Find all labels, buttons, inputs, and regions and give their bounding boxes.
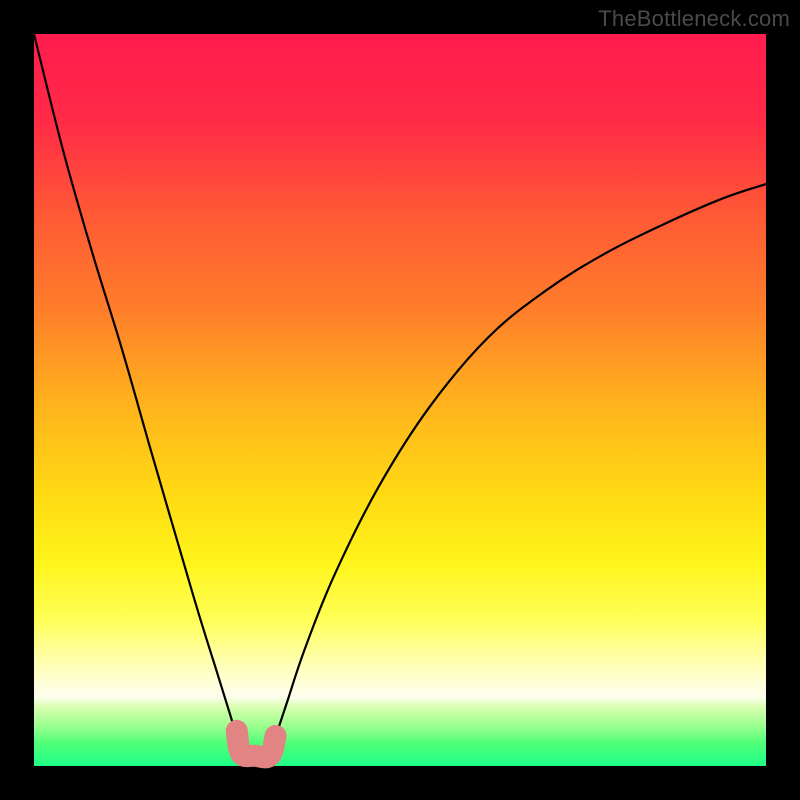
stage: TheBottleneck.com [0, 0, 800, 800]
plot-area [34, 34, 766, 766]
watermark-text: TheBottleneck.com [598, 6, 790, 32]
chart-svg [0, 0, 800, 800]
